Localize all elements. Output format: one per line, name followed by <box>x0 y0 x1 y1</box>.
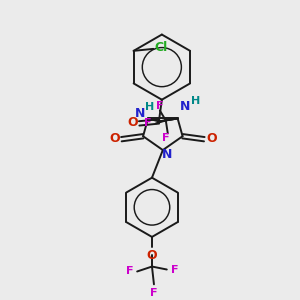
Text: O: O <box>147 249 157 262</box>
Text: F: F <box>156 100 164 111</box>
Text: O: O <box>127 116 137 129</box>
Text: H: H <box>191 96 200 106</box>
Text: F: F <box>145 118 152 128</box>
Text: F: F <box>162 133 169 143</box>
Text: Cl: Cl <box>154 41 168 54</box>
Text: N: N <box>135 107 145 120</box>
Text: H: H <box>146 102 154 112</box>
Text: F: F <box>150 288 158 298</box>
Text: N: N <box>162 148 172 161</box>
Text: O: O <box>206 132 217 145</box>
Text: F: F <box>171 265 178 275</box>
Text: F: F <box>126 266 133 277</box>
Text: N: N <box>180 100 191 113</box>
Text: O: O <box>109 132 120 145</box>
